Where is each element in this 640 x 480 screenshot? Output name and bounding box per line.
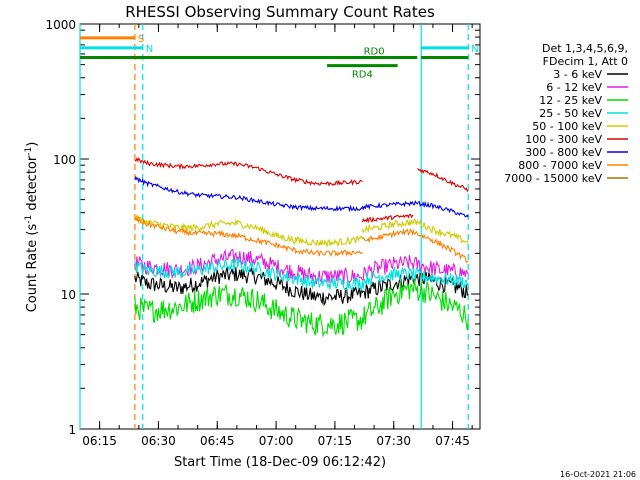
y-axis-label-end: ) <box>25 142 40 147</box>
legend-header-line-1: Det 1,3,4,5,6,9, <box>542 42 628 55</box>
y-tick-label: 1000 <box>45 18 76 32</box>
x-tick-label: 07:15 <box>318 434 353 448</box>
series-line <box>134 214 363 248</box>
vertical-markers <box>79 24 469 429</box>
state-bar-label: N <box>471 44 478 55</box>
legend-label: 300 - 800 keV <box>525 146 602 159</box>
x-tick-label: 06:45 <box>200 434 235 448</box>
legend-label: 7000 - 15000 keV <box>504 172 602 185</box>
timestamp: 16-Oct-2021 21:06 <box>560 470 636 479</box>
y-axis: 1 10 100 1000 <box>45 18 480 437</box>
legend-label: 6 - 12 keV <box>546 81 602 94</box>
series-line <box>134 257 469 292</box>
chart-title: RHESSI Observing Summary Count Rates <box>125 3 435 21</box>
series-line <box>361 217 469 244</box>
state-bar-label: N <box>146 44 153 55</box>
y-axis-label-sup2: -1 <box>24 147 34 156</box>
state-bar-label: S <box>138 34 144 45</box>
y-tick-label: 10 <box>61 288 76 302</box>
series-line <box>134 248 469 285</box>
x-tick-label: 06:15 <box>82 434 117 448</box>
legend-label: 800 - 7000 keV <box>518 159 602 172</box>
y-axis-label-mid: detector <box>25 155 40 215</box>
legend-label: 3 - 6 keV <box>553 68 602 81</box>
x-tick-label: 07:30 <box>376 434 411 448</box>
series-line <box>134 279 469 338</box>
series-line <box>361 200 469 218</box>
plot-frame <box>79 23 481 430</box>
y-tick-label: 100 <box>53 153 76 167</box>
series-line <box>134 175 363 213</box>
y-axis-label-sup1: -1 <box>24 215 34 224</box>
legend-label: 25 - 50 keV <box>539 107 602 120</box>
x-tick-label: 06:30 <box>141 434 176 448</box>
y-tick-label: 1 <box>68 423 76 437</box>
y-axis-label-main: Count Rate (s <box>25 224 40 313</box>
legend-label: 12 - 25 keV <box>539 94 602 107</box>
y-axis-label: Count Rate (s-1 detector-1) <box>24 142 40 313</box>
series-line <box>417 168 469 193</box>
x-tick-label: 07:00 <box>259 434 294 448</box>
legend-label: 50 - 100 keV <box>532 120 602 133</box>
state-bar-label: RD0 <box>364 46 385 57</box>
state-bar-label: RD4 <box>352 70 373 81</box>
legend-label: 100 - 300 keV <box>525 133 602 146</box>
x-tick-label: 07:45 <box>435 434 470 448</box>
x-axis: 06:15 06:30 06:45 07:00 07:15 07:30 07:45 <box>79 24 473 448</box>
series-line <box>362 228 469 264</box>
x-axis-label: Start Time (18-Dec-09 06:12:42) <box>174 455 386 470</box>
series-lines <box>134 156 469 338</box>
series-line <box>134 156 363 187</box>
legend-header-line-2: FDecim 1, Att 0 <box>543 55 628 68</box>
legend: Det 1,3,4,5,6,9, FDecim 1, Att 0 3 - 6 k… <box>504 42 628 185</box>
series-line <box>134 215 363 258</box>
series-line <box>361 213 414 224</box>
